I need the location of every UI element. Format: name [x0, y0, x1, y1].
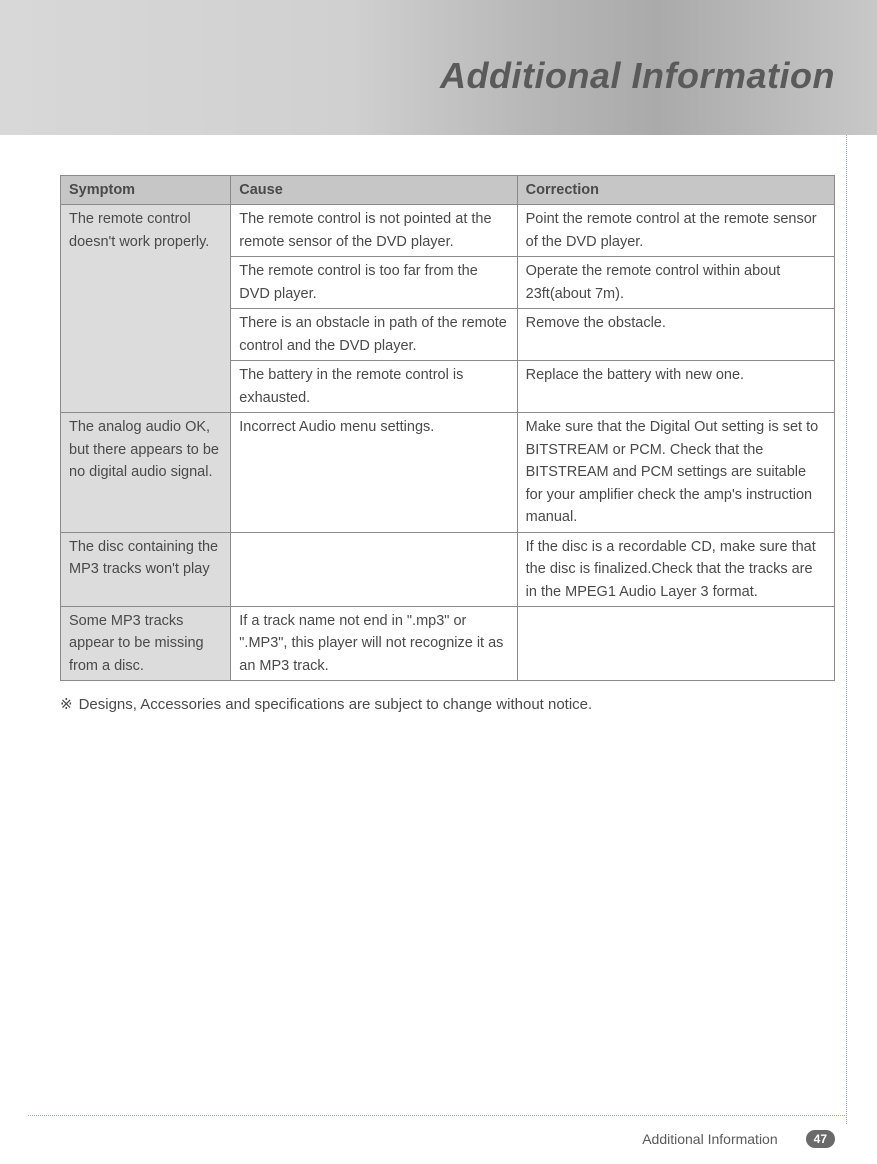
- content-area: Symptom Cause Correction The remote cont…: [0, 135, 877, 713]
- table-row: Some MP3 tracks appear to be missing fro…: [61, 606, 835, 680]
- page-number-badge: 47: [806, 1130, 835, 1148]
- cell-cause: The remote control is not pointed at the…: [231, 205, 517, 257]
- cell-correction: Operate the remote control within about …: [517, 257, 834, 309]
- cell-correction: If the disc is a recordable CD, make sur…: [517, 532, 834, 606]
- cell-symptom: The remote control doesn't work properly…: [61, 205, 231, 413]
- cell-cause: [231, 532, 517, 606]
- troubleshoot-table: Symptom Cause Correction The remote cont…: [60, 175, 835, 681]
- table-header-row: Symptom Cause Correction: [61, 176, 835, 205]
- right-dotted-rule: [846, 135, 847, 1124]
- footer: Additional Information 47: [642, 1130, 835, 1148]
- col-header-symptom: Symptom: [61, 176, 231, 205]
- cell-cause: The remote control is too far from the D…: [231, 257, 517, 309]
- cell-correction: Replace the battery with new one.: [517, 361, 834, 413]
- col-header-cause: Cause: [231, 176, 517, 205]
- header-band: [0, 0, 877, 135]
- col-header-correction: Correction: [517, 176, 834, 205]
- cell-correction: Remove the obstacle.: [517, 309, 834, 361]
- table-row: The disc containing the MP3 tracks won't…: [61, 532, 835, 606]
- cell-cause: Incorrect Audio menu settings.: [231, 413, 517, 532]
- cell-correction: Make sure that the Digital Out setting i…: [517, 413, 834, 532]
- footnote-mark: ※: [60, 696, 73, 713]
- cell-cause: If a track name not end in ".mp3" or ".M…: [231, 606, 517, 680]
- cell-cause: The battery in the remote control is exh…: [231, 361, 517, 413]
- bottom-dotted-rule: [28, 1115, 847, 1116]
- footnote: ※ Designs, Accessories and specifications…: [60, 695, 835, 713]
- cell-cause: There is an obstacle in path of the remo…: [231, 309, 517, 361]
- cell-symptom: The analog audio OK, but there appears t…: [61, 413, 231, 532]
- cell-correction: [517, 606, 834, 680]
- table-row: The remote control doesn't work properly…: [61, 205, 835, 257]
- cell-correction: Point the remote control at the remote s…: [517, 205, 834, 257]
- footnote-text: Designs, Accessories and specifications …: [79, 696, 593, 713]
- footer-section-label: Additional Information: [642, 1131, 777, 1147]
- table-row: The analog audio OK, but there appears t…: [61, 413, 835, 532]
- cell-symptom: Some MP3 tracks appear to be missing fro…: [61, 606, 231, 680]
- cell-symptom: The disc containing the MP3 tracks won't…: [61, 532, 231, 606]
